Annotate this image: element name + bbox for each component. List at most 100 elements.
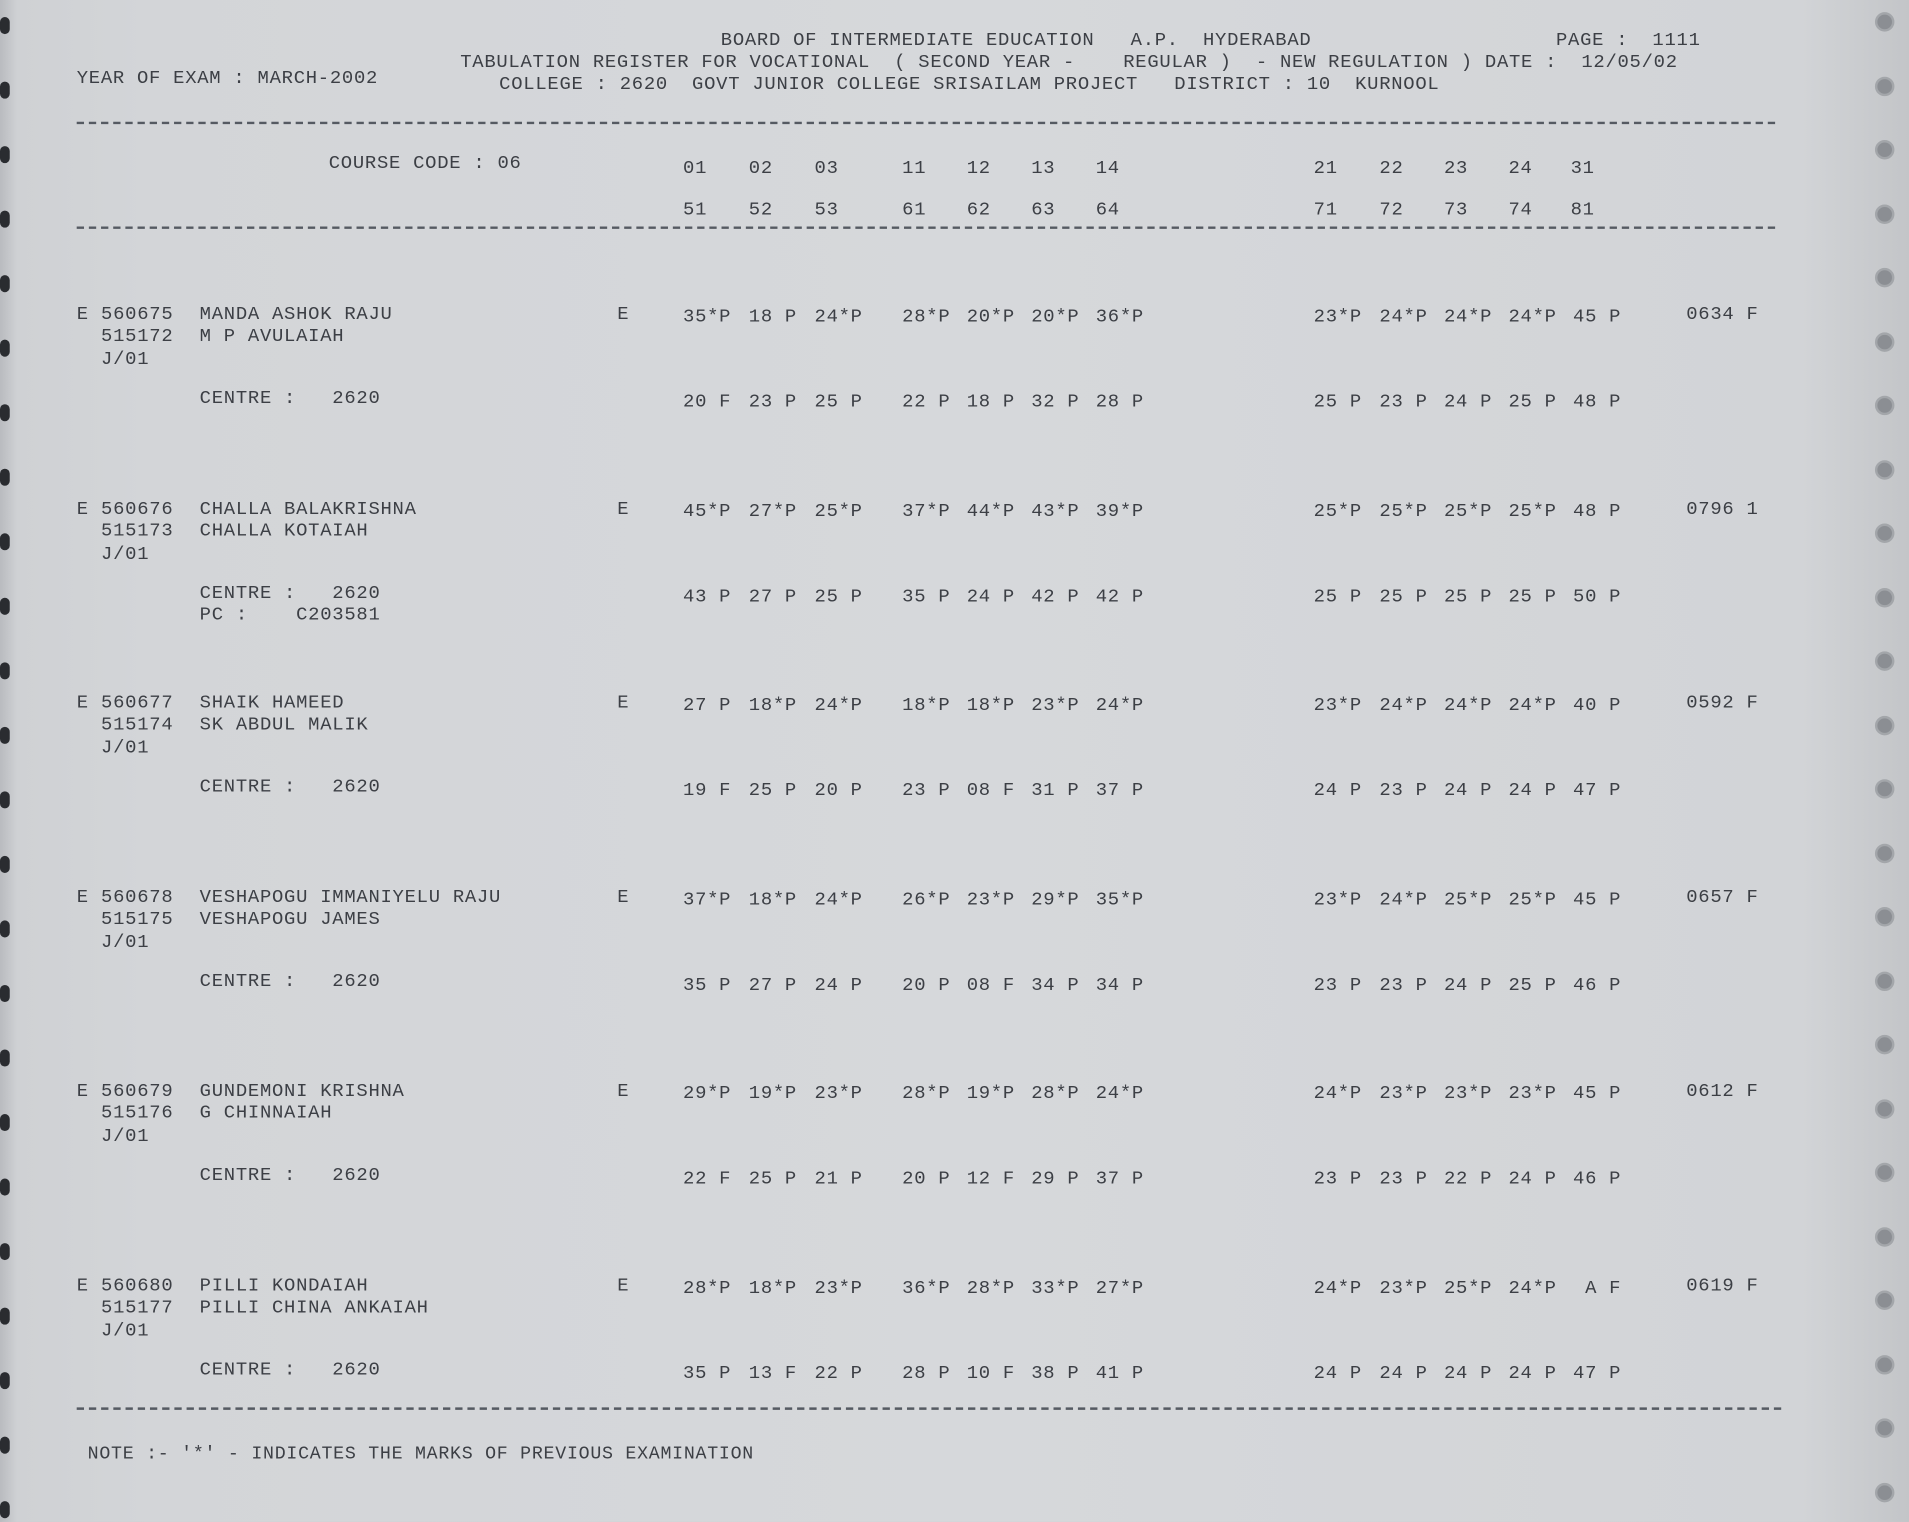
grand-total-result: 0634 F [1686,303,1759,326]
subject-code: 73 [1443,198,1469,221]
hall-ticket-number: 560678 [101,885,174,908]
subject-marks: 24 P [1443,390,1493,413]
subject-marks: 24*P [1313,1082,1362,1105]
subject-code: 64 [1095,198,1120,221]
subject-marks: 28*P [683,1276,732,1299]
subject-marks: 20*P [966,305,1015,328]
binding-hole [0,17,10,35]
subject-marks: 39*P [1095,499,1144,522]
subject-marks: 37*P [902,499,951,522]
subject-marks: 19*P [748,1082,797,1105]
subject-marks: 47 P [1573,779,1622,802]
exam-prefix: E [76,497,89,520]
feed-hole [1874,1418,1895,1438]
registration-number: 515177 [101,1296,174,1318]
subject-marks: 27 P [683,693,732,716]
student-name: VESHAPOGU IMMANIYELU RAJU [199,885,502,908]
subject-marks: 24*P [1095,693,1144,716]
feed-hole [1874,331,1895,352]
subject-marks: 36*P [902,1276,951,1299]
feed-hole [1874,1354,1895,1374]
feed-hole [1874,12,1895,32]
feed-hole [1874,970,1895,991]
registration-number: 515173 [101,519,174,542]
subject-marks: 45 P [1573,305,1622,328]
feed-hole [1874,587,1895,607]
subject-marks: 35*P [1095,888,1144,911]
subject-code: 13 [1031,157,1056,179]
subject-marks: 20 P [814,779,863,802]
subject-marks: 25 P [1379,585,1428,607]
subject-code: 02 [748,157,773,179]
subject-marks: 23 P [1379,390,1428,413]
exam-prefix: E [76,885,89,908]
subject-code: 01 [683,157,708,179]
feed-hole [1874,779,1895,799]
subject-marks: 25 P [1313,585,1362,607]
subject-marks: 42 P [1095,585,1144,607]
subject-marks: 18 P [748,305,797,328]
binding-hole [0,275,10,293]
subject-marks: 12 F [966,1167,1015,1190]
subject-marks: 24*P [1508,1276,1557,1299]
footnote: NOTE :- '*' - INDICATES THE MARKS OF PRE… [87,1443,754,1465]
subject-marks: 18*P [966,693,1015,716]
feed-hole [1874,1098,1895,1119]
registration-number: 515175 [101,907,174,930]
course-code: COURSE CODE : 06 [328,152,522,175]
feed-hole [1874,76,1895,96]
exam-prefix: E [76,1079,89,1102]
subject-marks: 23 P [1313,1167,1362,1190]
registration-number: 515172 [101,325,174,347]
subject-marks: 23 P [1379,779,1428,802]
subject-marks: 37 P [1095,1167,1144,1190]
subject-marks: 25*P [1443,888,1493,911]
subject-marks: 25 P [1508,390,1557,413]
subject-marks: 34 P [1095,973,1144,996]
subject-marks: 21 P [814,1167,863,1190]
subject-marks: 24 P [966,585,1015,607]
subject-marks: 25*P [1508,888,1557,911]
binding-hole [0,404,10,422]
subject-marks: 23*P [1313,693,1362,716]
subject-marks: 29*P [1031,888,1080,911]
subject-code: 63 [1031,198,1056,221]
binding-hole [0,1049,10,1067]
medium: E [617,691,630,714]
subject-marks: 23*P [966,888,1015,911]
subject-code: 21 [1313,157,1338,179]
subject-marks: 24*P [814,305,863,328]
subject-marks: 24*P [1443,305,1493,328]
subject-marks: 24 P [1508,779,1557,802]
father-name: M P AVULAIAH [199,325,345,347]
subject-marks: 25 P [748,1167,797,1190]
feed-hole [1874,203,1895,224]
binding-hole [0,920,10,938]
subject-marks: 45 P [1573,1082,1622,1105]
subject-marks: 22 F [683,1167,732,1190]
medium: E [617,885,630,908]
father-name: SK ABDUL MALIK [199,713,369,736]
subject-marks: 23*P [814,1082,863,1105]
subject-marks: 50 P [1573,585,1622,607]
medium: E [617,1274,630,1297]
subject-marks: 28*P [902,305,951,328]
father-name: PILLI CHINA ANKAIAH [199,1296,429,1318]
subject-marks: 28 P [902,1361,951,1384]
subject-code: 12 [966,157,991,179]
grand-total-result: 0657 F [1686,885,1759,908]
group-code: J/01 [101,542,150,565]
subject-code: 74 [1508,198,1533,221]
subject-marks: 37 P [1095,779,1144,802]
registration-number: 515174 [101,713,174,736]
subject-marks: 25*P [1313,499,1362,522]
exam-centre: CENTRE : 2620 [199,1163,381,1186]
binding-hole [0,791,10,809]
medium: E [617,1079,630,1102]
subject-marks: 25 P [1508,973,1557,996]
student-name: GUNDEMONI KRISHNA [199,1079,405,1102]
subject-marks: 42 P [1031,585,1080,607]
binding-hole [0,533,10,551]
subject-marks: 25 P [1443,585,1493,607]
exam-prefix: E [76,691,89,714]
